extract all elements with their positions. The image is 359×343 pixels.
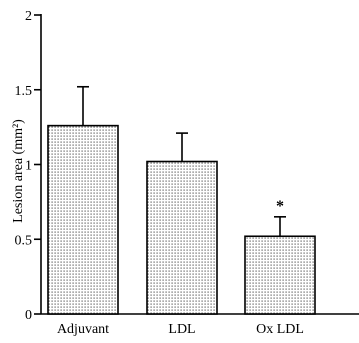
y-axis-title: Lesion area (mm²) [11, 119, 26, 223]
x-tick-label: LDL [168, 322, 195, 337]
y-tick-label: 0.5 [15, 233, 33, 248]
x-tick-label: Ox LDL [256, 322, 304, 337]
y-tick-label: 0 [25, 308, 32, 323]
bar [47, 124, 119, 315]
y-tick-label: 2 [25, 9, 32, 24]
y-tick-label: 1 [25, 159, 32, 174]
y-tick-label: 1.5 [15, 84, 33, 99]
bar [146, 160, 218, 315]
labels: Adjuvant LDL Ox LDL * [57, 198, 304, 337]
bar [244, 235, 316, 315]
x-tick-label: Adjuvant [57, 322, 109, 337]
bars [47, 85, 316, 315]
significance-marker: * [276, 198, 284, 215]
